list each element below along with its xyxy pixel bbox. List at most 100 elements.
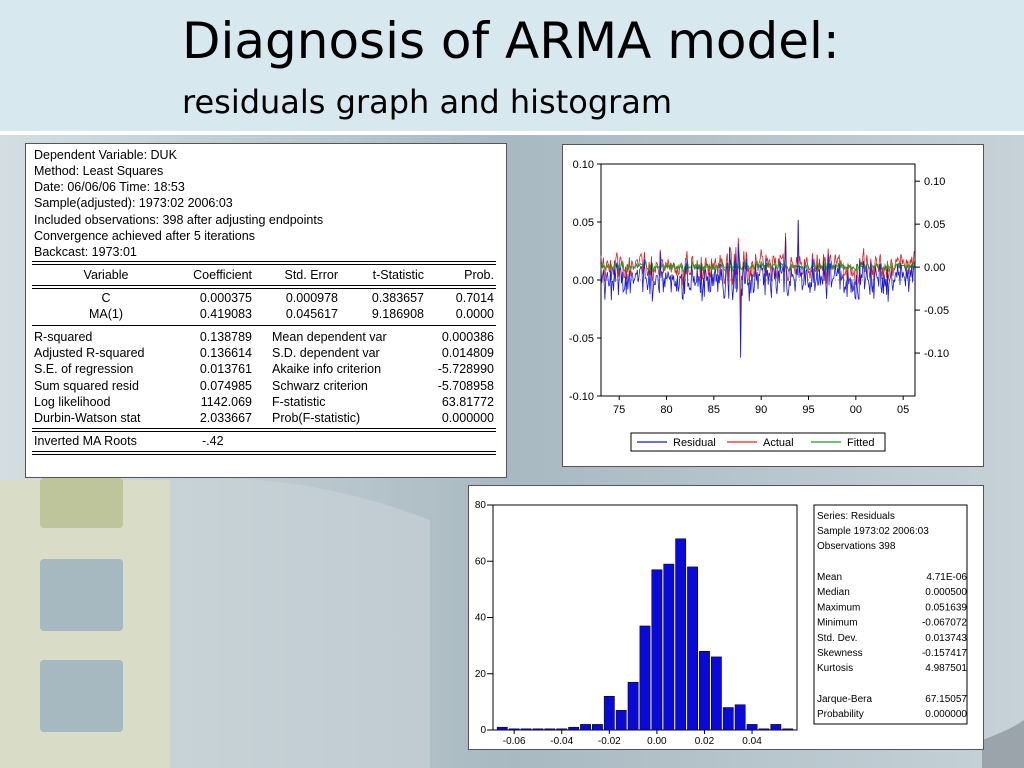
legend-label-residual: Residual [673,437,716,449]
x-axis-tick-label: 95 [802,404,814,416]
left-axis-tick-label: -0.05 [569,333,594,345]
stat-value: 0.014809 [441,346,494,360]
deco-square [40,478,123,528]
stats-sample-label: Sample 1973:02 2006:03 [817,526,929,537]
y-axis-tick-label: 20 [475,669,487,680]
histogram-bar [496,726,508,731]
stats-row-label: Probability [817,709,864,720]
histogram-bar [770,724,782,731]
divider [32,288,496,289]
y-axis-tick-label: 80 [475,500,487,511]
legend-box [630,432,886,452]
x-axis-tick-label: -0.06 [503,736,526,747]
coef-variable-cell: MA(1) [88,307,124,321]
stat-label: S.D. dependent var [272,346,380,360]
stats-row-label: Minimum [817,618,858,629]
t-stat-cell: 9.186908 [371,307,424,321]
x-axis-tick-label: 90 [755,404,767,416]
header-line: Convergence achieved after 5 iterations [34,229,255,243]
x-axis-tick-label: 0.04 [742,736,762,747]
x-axis-tick-label: 75 [613,404,625,416]
slide-subtitle: residuals graph and histogram [182,83,673,121]
y-axis-tick-label: 60 [475,556,487,567]
divider [32,451,496,452]
x-axis-tick-label: 0.00 [647,736,667,747]
histogram-bar [782,728,794,731]
x-axis-tick-label: 00 [850,404,862,416]
prob-cell: 0.7014 [455,291,494,305]
col-header-prob: Prob. [464,268,494,282]
left-axis-tick-label: 0.00 [573,275,594,287]
histogram-bar [568,726,580,731]
stats-row-label: Kurtosis [817,663,853,674]
stat-label: F-statistic [272,395,326,409]
histogram-bar [544,728,556,731]
divider [32,285,496,286]
stat-value: -5.708958 [437,379,494,393]
stats-row-value: 4.987501 [925,663,967,674]
stats-row-value: 4.71E-06 [926,572,967,583]
right-axis-tick-label: 0.10 [924,176,945,188]
histogram-bar [556,728,568,731]
stats-series-label: Series: Residuals [817,511,895,522]
stats-row-label: Jarque-Bera [817,694,872,705]
x-axis-tick-label: 80 [660,404,672,416]
stat-label: Log likelihood [34,395,111,409]
histogram-bar [508,728,520,731]
x-axis-tick-label: 0.02 [695,736,715,747]
stats-row-value: -0.067072 [922,618,967,629]
y-axis-tick-label: 40 [475,613,487,624]
histogram-bar [651,569,663,731]
histogram-bar [603,696,615,731]
stat-value: 0.013761 [199,362,252,376]
histogram-bar [615,710,627,731]
right-axis-tick-label: -0.10 [924,348,949,360]
left-axis-tick-label: 0.05 [573,217,594,229]
stats-obs-label: Observations 398 [817,541,896,552]
col-header-coefficient: Coefficient [193,268,252,282]
histogram-bar [687,566,698,731]
stat-label: R-squared [34,330,93,344]
residual-line-chart: 0.10 0.05 0.00 -0.05 -0.10 0.10 0.05 0.00 -0.05 -… [569,159,949,452]
stat-label: Durbin-Watson stat [34,411,141,425]
stats-row-value: 67.15057 [925,694,967,705]
histogram-bar [532,728,544,731]
divider [32,428,496,429]
stat-label: Mean dependent var [272,330,387,344]
stats-row-label: Mean [817,572,842,583]
y-axis-tick-label: 0 [480,725,486,736]
roots-value: -.42 [202,434,224,448]
header-line: Sample(adjusted): 1973:02 2006:03 [34,196,233,210]
stats-row-label: Std. Dev. [817,633,857,644]
col-header-variable: Variable [83,268,129,282]
deco-square [40,660,123,732]
histogram-bar [580,724,591,731]
header-line: Backcast: 1973:01 [34,245,137,259]
col-header-std-error: Std. Error [284,268,339,282]
stat-label: Schwarz criterion [272,379,368,393]
stat-label: S.E. of regression [34,362,134,376]
histogram-bar [746,724,758,731]
divider [32,264,496,265]
header-line: Date: 06/06/06 Time: 18:53 [34,180,185,194]
histogram-bar [699,651,710,731]
histogram-bar [627,681,639,731]
x-axis-tick-label: -0.02 [598,736,621,747]
histogram-bar [722,707,734,731]
histogram-bar [734,704,746,731]
divider [32,325,496,326]
left-axis-tick-label: 0.10 [573,159,594,171]
stats-row-value: 0.051639 [925,602,967,613]
coef-variable-cell: C [101,291,111,305]
histogram-bar [663,563,675,731]
col-header-t-statistic: t-Statistic [372,268,424,282]
right-axis-tick-label: 0.00 [924,262,945,274]
stats-row-label: Skewness [817,648,863,659]
stat-value: 0.000000 [441,411,494,425]
stat-value: 1142.069 [200,395,252,409]
stats-row-value: 0.000000 [925,709,967,720]
deco-square [40,559,123,631]
histogram-bar [639,625,651,731]
header-line: Method: Least Squares [34,164,164,178]
header-line: Dependent Variable: DUK [34,148,177,162]
